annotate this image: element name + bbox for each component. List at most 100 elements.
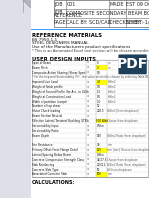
Text: kN/m2: kN/m2	[107, 85, 116, 89]
Text: PDF: PDF	[117, 57, 148, 71]
Text: Imposed Live Load: Imposed Live Load	[32, 80, 58, 84]
Text: EST 09 OCT 2024: EST 09 OCT 2024	[126, 2, 149, 7]
Text: Beam Section Neutral: Beam Section Neutral	[32, 114, 62, 118]
Text: 0.6kn: 0.6kn	[96, 153, 104, 157]
Text: REFERENCE: REFERENCE	[54, 13, 83, 18]
Text: Beam Pitch: Beam Pitch	[32, 66, 48, 70]
Text: =: =	[87, 153, 89, 157]
Text: BS 7950-1-1: BS 7950-1-1	[32, 38, 57, 42]
Text: Beam Depth: Beam Depth	[32, 134, 50, 138]
Text: =: =	[87, 163, 89, 167]
Text: 1.0: 1.0	[96, 100, 101, 104]
Text: Choose from dropdown: Choose from dropdown	[107, 158, 138, 162]
Text: Associated Concrete Slab: Associated Concrete Slab	[32, 172, 67, 176]
Text: CALC BY: SCD/CAD: CALC BY: SCD/CAD	[66, 20, 112, 25]
Bar	[54, 0, 149, 27]
Text: =: =	[87, 70, 89, 74]
Text: Primary Offset From Flange Detail: Primary Offset From Flange Detail	[32, 148, 79, 152]
Text: CALCULATIONS:: CALCULATIONS:	[32, 180, 75, 185]
Text: =: =	[87, 124, 89, 128]
Text: 6: 6	[96, 61, 98, 65]
Text: kN/m2: kN/m2	[107, 90, 116, 94]
Text: =: =	[87, 148, 89, 152]
Text: Shear Check loading: Shear Check loading	[32, 109, 61, 113]
Text: Serviceability Ratio: Serviceability Ratio	[32, 129, 59, 133]
Text: Span of Beam: Span of Beam	[32, 61, 51, 65]
Text: =: =	[87, 109, 89, 113]
Text: kN/m2: kN/m2	[107, 80, 116, 84]
Text: =: =	[87, 168, 89, 171]
Text: Use of the Manufacturers product specifications: Use of the Manufacturers product specifi…	[32, 45, 130, 49]
Text: 3: 3	[96, 66, 98, 70]
Text: =: =	[87, 158, 89, 162]
Text: CHECKED BY: -: CHECKED BY: -	[109, 20, 145, 25]
Text: Number of top shear: Number of top shear	[32, 105, 61, 109]
Text: kN/m2 Ratio (from dropdown): kN/m2 Ratio (from dropdown)	[107, 163, 146, 167]
Text: STEEL DESIGNERS MANUAL: STEEL DESIGNERS MANUAL	[32, 41, 89, 45]
Text: =: =	[87, 80, 89, 84]
Bar	[32, 60, 148, 177]
Text: 125: 125	[96, 148, 102, 152]
Text: kN from dropdown: kN from dropdown	[107, 168, 132, 171]
Text: JOB: JOB	[54, 2, 63, 7]
Text: 50: 50	[96, 168, 100, 171]
Text: Concrete Slab Type: Concrete Slab Type	[32, 168, 59, 171]
Text: =: =	[87, 85, 89, 89]
Text: 225/12: 225/12	[96, 163, 106, 167]
Text: =: =	[87, 172, 89, 176]
Text: 150: 150	[96, 134, 101, 138]
Text: MADE: MADE	[109, 2, 124, 7]
Text: =: =	[87, 143, 89, 147]
Text: SHEET: 1/1: SHEET: 1/1	[126, 20, 149, 25]
Text: JOB: JOB	[54, 10, 63, 14]
Text: Weight of finish profile: Weight of finish profile	[32, 85, 63, 89]
Bar	[96, 80, 107, 85]
Text: Fire Resistance: Fire Resistance	[32, 143, 53, 147]
Bar	[96, 119, 107, 124]
Text: =: =	[87, 134, 89, 138]
Text: Weight at Construction Load: Weight at Construction Load	[32, 95, 71, 99]
Text: 30: 30	[96, 143, 100, 147]
Polygon shape	[23, 0, 31, 8]
Text: =: =	[87, 66, 89, 70]
Text: kN/m2: kN/m2	[107, 95, 116, 99]
Text: Width of partition (swept): Width of partition (swept)	[32, 100, 68, 104]
Bar	[96, 172, 107, 177]
Text: mm: mm	[107, 172, 112, 176]
Text: 500: 500	[96, 172, 101, 176]
Polygon shape	[0, 0, 31, 198]
Text: =: =	[87, 129, 89, 133]
Text: m: m	[107, 66, 110, 70]
Text: =: =	[87, 95, 89, 99]
Text: m: m	[107, 61, 110, 65]
Text: 0.5: 0.5	[96, 95, 101, 99]
Text: kN/m2 Ratio (from dropdown): kN/m2 Ratio (from dropdown)	[107, 134, 146, 138]
Text: 0.5: 0.5	[96, 85, 101, 89]
Text: Concrete Compressive Strength Class: Concrete Compressive Strength Class	[32, 158, 84, 162]
Text: * For the Imposed Serviceability (%) - the value selected is chosen by selecting: * For the Imposed Serviceability (%) - t…	[32, 75, 149, 79]
Text: Weight of Screed Profile (for Acc. to ULS): Weight of Screed Profile (for Acc. to UL…	[32, 90, 89, 94]
Text: 0.5: 0.5	[96, 70, 101, 74]
Text: kN/m2: kN/m2	[107, 100, 116, 104]
Text: 32/27.5: 32/27.5	[96, 158, 107, 162]
Text: PAGE: PAGE	[54, 20, 67, 25]
Text: 1.5: 1.5	[96, 90, 101, 94]
Text: =: =	[87, 61, 89, 65]
Text: USER DESIGN INPUTS: USER DESIGN INPUTS	[32, 57, 96, 62]
Text: Effective Lateral Torsional Buckling (LTB): Effective Lateral Torsional Buckling (LT…	[32, 119, 88, 123]
Text: * This is an Automated Excel tool section will be chosen according to the amount: * This is an Automated Excel tool sectio…	[32, 49, 149, 53]
Text: 3.5: 3.5	[96, 80, 101, 84]
Text: =: =	[87, 100, 89, 104]
Text: Serviceability Input: Serviceability Input	[32, 124, 59, 128]
Text: =: =	[87, 114, 89, 118]
Text: 001: 001	[66, 2, 76, 7]
Text: COMPOSITE SECONDARY BEAM B07 - 1ST FLOOR: COMPOSITE SECONDARY BEAM B07 - 1ST FLOOR	[66, 11, 149, 16]
FancyBboxPatch shape	[118, 54, 147, 74]
Text: min: min	[107, 143, 112, 147]
Text: 12: 12	[96, 105, 100, 109]
Text: REFERENCE MATERIALS: REFERENCE MATERIALS	[32, 33, 102, 38]
Text: Composite Action Sharing (Shear Span): Composite Action Sharing (Shear Span)	[32, 70, 87, 74]
Text: Choose from dropdown: Choose from dropdown	[107, 119, 138, 123]
Text: =: =	[87, 105, 89, 109]
Text: mm [mm] Choose from dropdown: mm [mm] Choose from dropdown	[107, 148, 149, 152]
